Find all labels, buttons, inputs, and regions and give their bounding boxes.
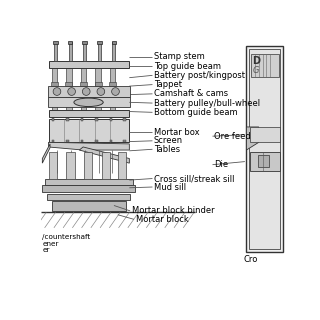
Bar: [66, 61, 72, 117]
Bar: [47, 194, 130, 200]
Bar: [48, 97, 130, 107]
Bar: [80, 82, 87, 86]
Text: G: G: [252, 66, 259, 75]
Text: Camshaft & cams: Camshaft & cams: [154, 89, 228, 98]
Bar: [81, 140, 83, 142]
Bar: [123, 118, 125, 121]
Text: Bottom guide beam: Bottom guide beam: [154, 108, 238, 117]
Bar: [66, 140, 68, 142]
Text: Battery pulley/bull-wheel: Battery pulley/bull-wheel: [154, 99, 260, 108]
Bar: [52, 140, 54, 142]
Bar: [112, 41, 116, 44]
Bar: [49, 110, 129, 117]
Text: Mortar block binder: Mortar block binder: [132, 206, 214, 215]
Bar: [258, 156, 269, 167]
Bar: [110, 61, 116, 117]
Text: Cross sill/streak sill: Cross sill/streak sill: [154, 174, 235, 183]
Bar: [51, 82, 58, 86]
Bar: [84, 152, 92, 179]
Bar: [48, 86, 130, 97]
Text: Ore feed: Ore feed: [214, 132, 251, 141]
Polygon shape: [246, 127, 259, 150]
Bar: [110, 118, 112, 121]
Bar: [251, 54, 279, 77]
Bar: [118, 152, 126, 179]
Bar: [83, 42, 86, 61]
Bar: [66, 152, 75, 179]
Text: D: D: [252, 57, 260, 67]
Ellipse shape: [53, 88, 61, 95]
Text: Stamp stem: Stamp stem: [154, 52, 205, 61]
Text: Top guide beam: Top guide beam: [154, 62, 221, 71]
Bar: [52, 201, 125, 211]
Bar: [246, 46, 283, 252]
Bar: [82, 41, 87, 44]
Polygon shape: [79, 147, 129, 163]
Text: Tables: Tables: [154, 145, 180, 154]
Text: ener: ener: [42, 241, 59, 247]
Bar: [95, 61, 101, 117]
Bar: [81, 61, 86, 117]
Text: Screen: Screen: [154, 136, 183, 145]
Bar: [53, 41, 58, 44]
Bar: [45, 179, 133, 185]
Text: /countershaft: /countershaft: [42, 234, 91, 240]
Text: Mud sill: Mud sill: [154, 182, 186, 191]
Bar: [112, 42, 116, 61]
Bar: [95, 118, 98, 121]
Ellipse shape: [112, 88, 119, 95]
Bar: [49, 152, 57, 179]
Bar: [68, 42, 72, 61]
Polygon shape: [42, 144, 50, 163]
Bar: [95, 82, 102, 86]
Bar: [49, 119, 129, 142]
Bar: [52, 118, 54, 121]
Bar: [102, 152, 110, 179]
Text: Battery post/kingpost: Battery post/kingpost: [154, 71, 245, 80]
Bar: [250, 127, 279, 142]
Text: Mortar block: Mortar block: [135, 215, 188, 224]
Ellipse shape: [68, 88, 76, 95]
Ellipse shape: [82, 88, 90, 95]
Bar: [68, 41, 72, 44]
Bar: [98, 42, 101, 61]
Ellipse shape: [97, 88, 105, 95]
Bar: [49, 61, 129, 68]
Bar: [42, 186, 135, 192]
Bar: [95, 140, 98, 142]
Text: er: er: [42, 247, 50, 253]
Ellipse shape: [74, 98, 103, 107]
Bar: [66, 82, 72, 86]
Text: Mortar box: Mortar box: [154, 128, 200, 137]
Bar: [81, 118, 83, 121]
Bar: [52, 61, 57, 117]
Text: Die: Die: [214, 160, 228, 169]
Bar: [123, 140, 125, 142]
Text: Tappet: Tappet: [154, 80, 182, 89]
Bar: [250, 152, 279, 171]
Bar: [54, 42, 57, 61]
Bar: [66, 118, 68, 121]
Bar: [110, 140, 112, 142]
Bar: [109, 82, 116, 86]
Bar: [97, 41, 102, 44]
Polygon shape: [49, 142, 129, 150]
Bar: [250, 49, 280, 249]
Text: Cro: Cro: [243, 255, 258, 264]
